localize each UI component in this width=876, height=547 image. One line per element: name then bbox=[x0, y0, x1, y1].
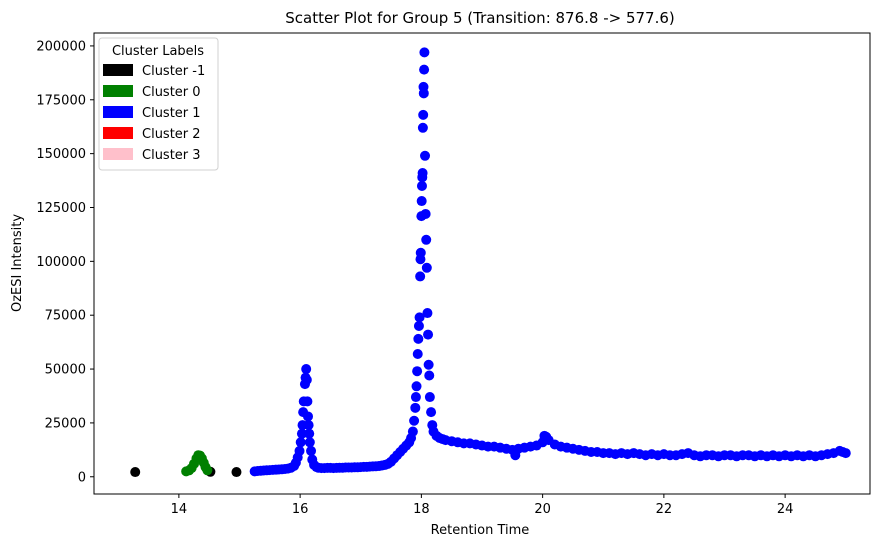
x-tick-label: 14 bbox=[171, 502, 188, 517]
legend-title: Cluster Labels bbox=[112, 44, 204, 59]
legend-swatch bbox=[103, 85, 133, 97]
data-point bbox=[419, 64, 430, 75]
data-point bbox=[231, 467, 242, 478]
y-tick-label: 125000 bbox=[36, 201, 86, 216]
data-point bbox=[417, 168, 428, 179]
data-point bbox=[409, 415, 420, 426]
data-point bbox=[423, 359, 434, 370]
legend-swatch bbox=[103, 127, 133, 139]
data-point bbox=[296, 428, 307, 439]
data-point bbox=[417, 122, 428, 133]
y-tick-label: 200000 bbox=[36, 39, 86, 54]
data-point bbox=[304, 437, 315, 448]
y-tick-label: 175000 bbox=[36, 93, 86, 108]
data-point bbox=[411, 381, 422, 392]
y-tick-label: 150000 bbox=[36, 147, 86, 162]
data-point bbox=[840, 448, 851, 459]
x-axis-label: Retention Time bbox=[431, 523, 530, 538]
data-point bbox=[414, 312, 425, 323]
x-tick-label: 18 bbox=[413, 502, 430, 517]
data-point bbox=[416, 180, 427, 191]
data-point bbox=[421, 262, 432, 273]
data-point bbox=[420, 150, 431, 161]
data-point bbox=[419, 47, 430, 58]
y-tick-label: 50000 bbox=[45, 363, 86, 378]
chart-title: Scatter Plot for Group 5 (Transition: 87… bbox=[285, 9, 675, 27]
data-point bbox=[415, 247, 426, 258]
data-point bbox=[295, 437, 306, 448]
legend-entry-label: Cluster 3 bbox=[142, 148, 201, 163]
x-tick-label: 16 bbox=[292, 502, 309, 517]
data-point bbox=[302, 396, 313, 407]
data-point bbox=[202, 465, 213, 476]
data-point bbox=[415, 271, 426, 282]
data-point bbox=[410, 392, 421, 403]
data-point bbox=[420, 208, 431, 219]
data-point bbox=[303, 411, 314, 422]
data-point bbox=[412, 366, 423, 377]
data-point bbox=[407, 426, 418, 437]
y-axis-label: OzESI Intensity bbox=[10, 214, 25, 312]
data-point bbox=[304, 428, 315, 439]
data-point bbox=[294, 445, 305, 456]
y-tick-label: 75000 bbox=[45, 309, 86, 324]
data-point bbox=[410, 402, 421, 413]
legend-entry-label: Cluster 1 bbox=[142, 106, 201, 121]
data-point bbox=[413, 320, 424, 331]
data-point bbox=[426, 407, 437, 418]
legend-entry-label: Cluster 0 bbox=[142, 85, 201, 100]
y-axis: 0 25000 50000 75000 100000 125000 150000 175000… bbox=[36, 39, 94, 485]
data-point bbox=[424, 392, 435, 403]
data-point bbox=[421, 234, 432, 245]
data-point bbox=[418, 109, 429, 120]
x-tick-label: 20 bbox=[534, 502, 551, 517]
data-point bbox=[306, 445, 317, 456]
plot-frame bbox=[93, 32, 871, 495]
legend: Cluster Labels Cluster -1 Cluster 0 Cluste… bbox=[98, 37, 219, 171]
data-point bbox=[303, 420, 314, 431]
y-tick-label: 0 bbox=[78, 470, 86, 485]
data-point bbox=[412, 348, 423, 359]
legend-entry-label: Cluster -1 bbox=[142, 64, 205, 79]
data-point bbox=[422, 308, 433, 319]
y-tick-label: 25000 bbox=[45, 416, 86, 431]
data-point bbox=[423, 329, 434, 340]
legend-swatch bbox=[103, 106, 133, 118]
data-point bbox=[301, 374, 312, 385]
data-point bbox=[416, 196, 427, 207]
legend-swatch bbox=[103, 64, 133, 76]
data-points bbox=[130, 47, 851, 478]
data-point bbox=[413, 333, 424, 344]
y-tick-label: 100000 bbox=[36, 255, 86, 270]
data-point bbox=[418, 88, 429, 99]
legend-swatch bbox=[103, 148, 133, 160]
data-point bbox=[424, 370, 435, 381]
x-axis: 14 16 18 20 22 24 bbox=[171, 494, 794, 517]
x-tick-label: 22 bbox=[656, 502, 673, 517]
data-point bbox=[130, 467, 141, 478]
data-point bbox=[301, 364, 312, 375]
legend-entry-label: Cluster 2 bbox=[142, 127, 201, 142]
x-tick-label: 24 bbox=[777, 502, 794, 517]
